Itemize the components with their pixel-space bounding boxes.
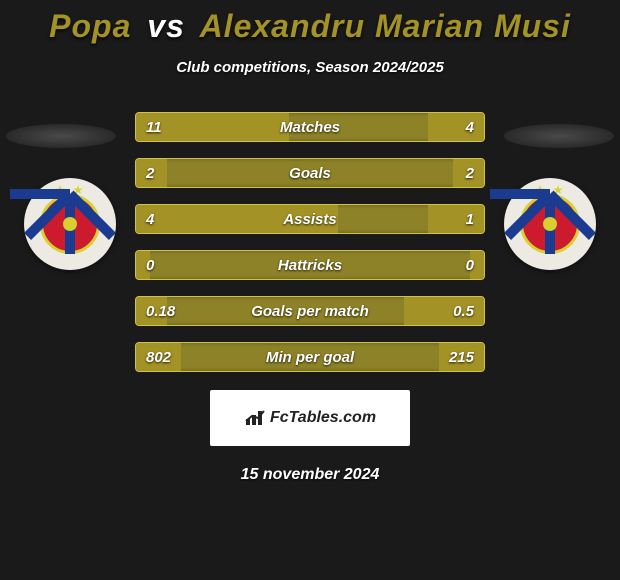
stat-name: Assists xyxy=(283,211,336,228)
page-title: Popa vs Alexandru Marian Musi xyxy=(0,0,620,45)
stat-row: 802215Min per goal xyxy=(135,342,485,372)
title-player1: Popa xyxy=(49,8,131,44)
stat-row: 0.180.5Goals per match xyxy=(135,296,485,326)
stat-row: 22Goals xyxy=(135,158,485,188)
chart-icon xyxy=(244,409,266,427)
stat-row: 41Assists xyxy=(135,204,485,234)
fctables-link-label: FcTables.com xyxy=(270,409,376,427)
stat-name: Min per goal xyxy=(266,349,354,366)
subtitle: Club competitions, Season 2024/2025 xyxy=(0,59,620,76)
comparison-bars: 114Matches 22Goals 41Assists 00Hattricks 0.1… xyxy=(135,112,485,372)
stat-name: Goals xyxy=(289,165,331,182)
title-vs: vs xyxy=(147,8,185,44)
stat-row: 00Hattricks xyxy=(135,250,485,280)
stat-name: Goals per match xyxy=(251,303,369,320)
fctables-link[interactable]: FcTables.com xyxy=(210,390,410,446)
stat-row: 114Matches xyxy=(135,112,485,142)
stat-name: Matches xyxy=(280,119,340,136)
title-player2: Alexandru Marian Musi xyxy=(200,8,571,44)
date-label: 15 november 2024 xyxy=(0,466,620,484)
stat-name: Hattricks xyxy=(278,257,342,274)
